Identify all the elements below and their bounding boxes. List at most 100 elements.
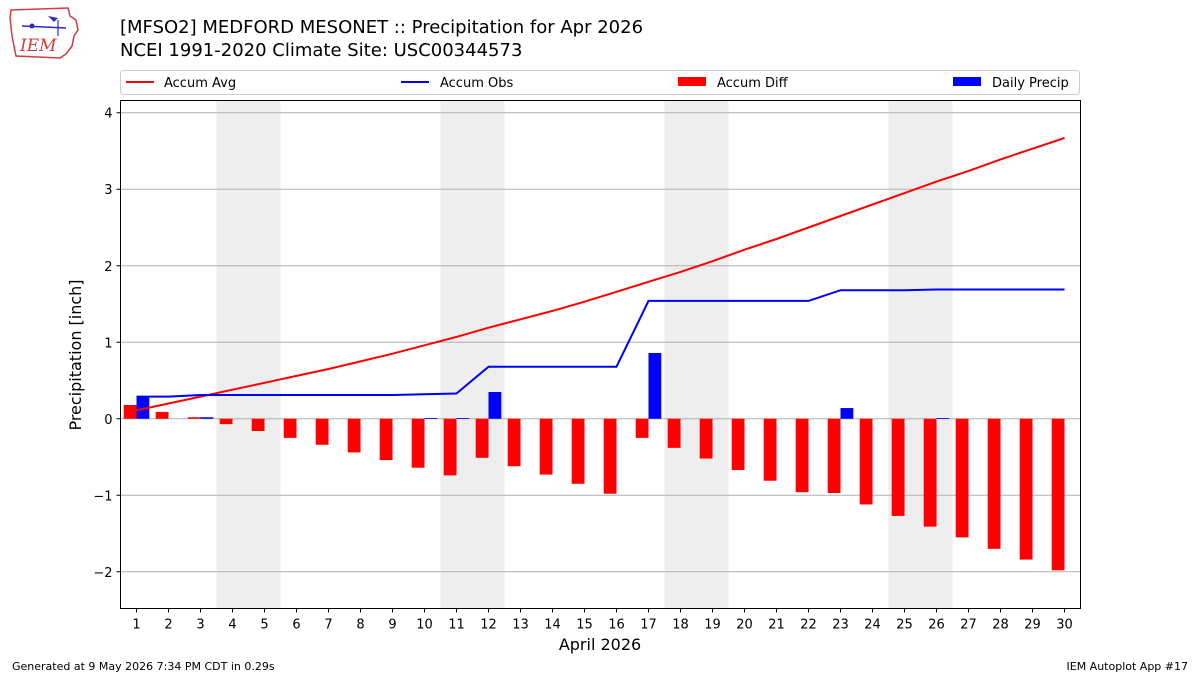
accum-diff-bar <box>603 418 617 494</box>
x-tick-label: 2 <box>164 618 172 633</box>
legend-label-accum-avg: Accum Avg <box>164 76 236 91</box>
accum-diff-bar <box>155 411 169 419</box>
accum-diff-bar <box>1019 418 1033 560</box>
y-tick-label: 1 <box>104 336 112 351</box>
daily-precip-bar <box>456 418 470 419</box>
weekend-shade-1 <box>216 100 281 609</box>
x-tick-label: 13 <box>512 618 529 633</box>
y-tick-label: −2 <box>93 566 112 581</box>
x-tick-label: 10 <box>416 618 433 633</box>
y-tick-label: −1 <box>93 489 112 504</box>
x-tick-label: 11 <box>448 618 465 633</box>
x-tick-label: 25 <box>896 618 913 633</box>
accum-diff-bar <box>731 418 745 471</box>
x-tick-label: 18 <box>672 618 689 633</box>
x-tick-label: 6 <box>292 618 300 633</box>
daily-precip-bar <box>840 408 854 419</box>
accum-diff-bar <box>635 418 649 438</box>
accum-diff-bar <box>827 418 841 493</box>
accum-diff-bar <box>379 418 393 461</box>
iem-iowa-logo-icon: IEM <box>9 7 79 59</box>
x-tick-label: 28 <box>992 618 1009 633</box>
legend-label-accum-obs: Accum Obs <box>440 76 513 91</box>
chart-subtitle: NCEI 1991-2020 Climate Site: USC00344573 <box>120 40 523 61</box>
daily-precip-bar <box>488 391 502 419</box>
y-tick-label: 0 <box>104 413 112 428</box>
x-tick-label: 14 <box>544 618 561 633</box>
x-tick-label: 15 <box>576 618 593 633</box>
svg-text:IEM: IEM <box>19 36 57 56</box>
accum-diff-bar <box>219 418 233 425</box>
x-tick-label: 1 <box>132 618 140 633</box>
x-tick-label: 22 <box>800 618 817 633</box>
accum-diff-bar <box>891 418 905 516</box>
y-tick-label: 4 <box>104 107 112 122</box>
accum-diff-bar <box>955 418 969 538</box>
x-tick-label: 12 <box>480 618 497 633</box>
daily-precip-bar <box>424 418 438 419</box>
y-tick-label: 2 <box>104 260 112 275</box>
x-tick-label: 23 <box>832 618 849 633</box>
x-tick-label: 27 <box>960 618 977 633</box>
y-axis-ticks: −2 −1 0 1 2 3 4 <box>93 107 121 581</box>
accum-avg-line <box>136 137 1065 412</box>
accum-diff-bar <box>859 418 873 505</box>
chart-title: [MFSO2] MEDFORD MESONET :: Precipitation… <box>120 17 644 38</box>
x-tick-label: 21 <box>768 618 785 633</box>
x-tick-label: 8 <box>356 618 364 633</box>
weekend-shade-3 <box>664 100 729 609</box>
iem-logo: IEM <box>8 6 84 64</box>
x-tick-label: 30 <box>1056 618 1073 633</box>
weekend-shade-2 <box>440 100 505 609</box>
accum-diff-bar <box>923 418 937 527</box>
bars <box>123 352 1065 571</box>
daily-precip-bar <box>200 417 214 419</box>
accum-diff-bar <box>699 418 713 459</box>
accum-diff-bar <box>315 418 329 445</box>
accum-diff-bar <box>187 417 201 419</box>
accum-diff-bar <box>475 418 489 458</box>
x-tick-label: 19 <box>704 618 721 633</box>
accum-diff-bar <box>571 418 585 484</box>
footer-app: IEM Autoplot App #17 <box>1066 660 1189 673</box>
y-gridlines <box>120 112 1081 573</box>
accum-obs-line <box>136 288 1065 398</box>
legend: Accum Avg Accum Obs Accum Diff Daily Pre… <box>120 70 1080 95</box>
legend-label-accum-diff: Accum Diff <box>717 76 789 91</box>
legend-label-daily-precip: Daily Precip <box>992 76 1069 91</box>
footer-generated: Generated at 9 May 2026 7:34 PM CDT in 0… <box>12 660 275 673</box>
y-axis-label: Precipitation [inch] <box>66 279 85 430</box>
daily-precip-bar <box>648 352 662 419</box>
accum-diff-bar <box>123 404 137 419</box>
accum-diff-bar <box>987 418 1001 549</box>
accum-diff-bar <box>507 418 521 467</box>
x-tick-label: 16 <box>608 618 625 633</box>
accum-diff-bar <box>347 418 361 453</box>
legend-swatch-daily-precip <box>953 77 981 86</box>
legend-swatch-accum-diff <box>678 77 706 86</box>
daily-precip-bar <box>936 418 950 419</box>
y-tick-label: 3 <box>104 183 112 198</box>
x-tick-label: 20 <box>736 618 753 633</box>
accum-diff-bar <box>539 418 553 475</box>
x-axis-label: April 2026 <box>559 635 641 654</box>
x-tick-label: 7 <box>324 618 332 633</box>
accum-diff-bar <box>411 418 425 468</box>
x-tick-label: 29 <box>1024 618 1041 633</box>
x-tick-label: 4 <box>228 618 236 633</box>
x-axis-ticks: 1 2 3 4 5 6 7 8 9 10 11 12 13 14 15 16 17 18 19 20 21 22 23 24 2… <box>132 608 1073 633</box>
daily-precip-bar <box>136 396 150 419</box>
weekend-shading <box>216 100 953 609</box>
plot-frame <box>120 100 1081 609</box>
x-tick-label: 5 <box>260 618 268 633</box>
x-tick-label: 3 <box>196 618 204 633</box>
x-tick-label: 24 <box>864 618 881 633</box>
lines <box>136 137 1065 412</box>
accum-diff-bar <box>763 418 777 481</box>
x-tick-label: 17 <box>640 618 657 633</box>
x-tick-label: 26 <box>928 618 945 633</box>
x-tick-label: 9 <box>388 618 396 633</box>
accum-diff-bar <box>443 418 457 476</box>
accum-diff-bar <box>667 418 681 448</box>
